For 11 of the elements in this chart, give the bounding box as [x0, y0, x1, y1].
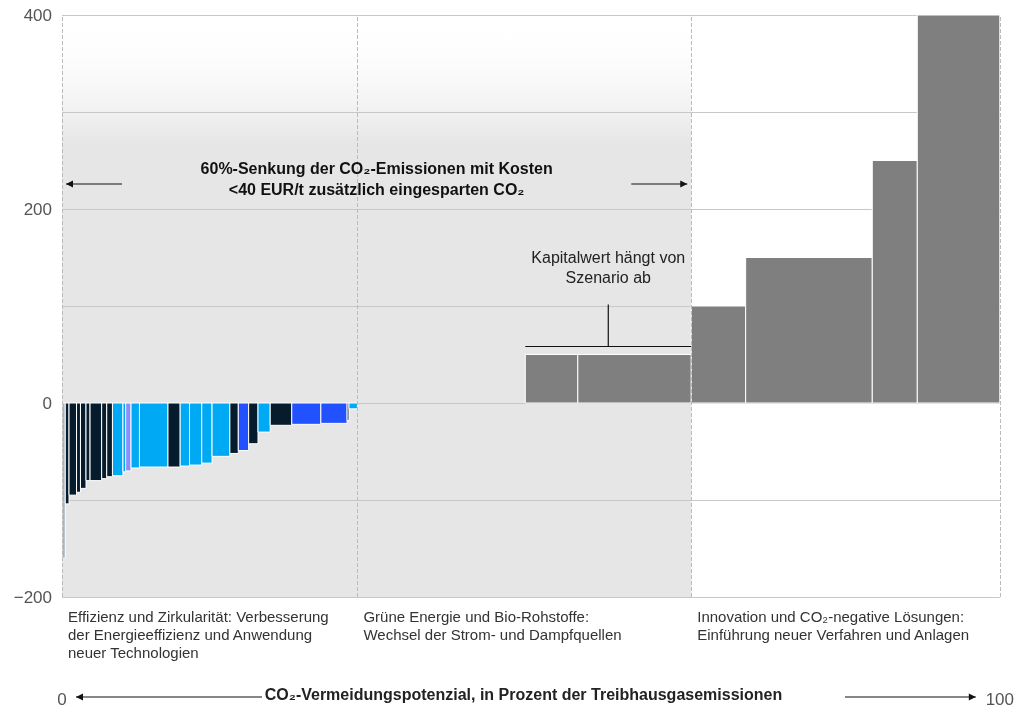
y-tick-label: 200	[23, 199, 52, 219]
annotation: Kapitalwert hängt von Szenario ab	[530, 247, 687, 288]
x-axis-title: CO₂-Vermeidungspotenzial, in Prozent der Treibhausgasemissionen	[264, 686, 783, 703]
text: Effizienz und Zirkularität: Verbesserung der Energieeffizienz und Anwendung neuer Technologien	[68, 608, 330, 662]
text: Grüne Energie und Bio-Rohstoffe: Wechsel der Strom- und Dampfquellen	[363, 608, 623, 644]
y-tick-label: −200	[13, 587, 52, 607]
y-tick-label: 0	[42, 393, 52, 413]
y-tick-label: 400	[23, 5, 52, 25]
text: Innovation und CO₂-negative Lösungen: Einführung neuer Verfahren und Anlagen	[697, 608, 971, 644]
x-tick-label: 100	[985, 690, 1015, 709]
band-label: 60%-Senkung der CO₂-Emissionen mit Kosten <40 EUR/t zusätzlich eingesparten CO₂	[199, 159, 554, 200]
